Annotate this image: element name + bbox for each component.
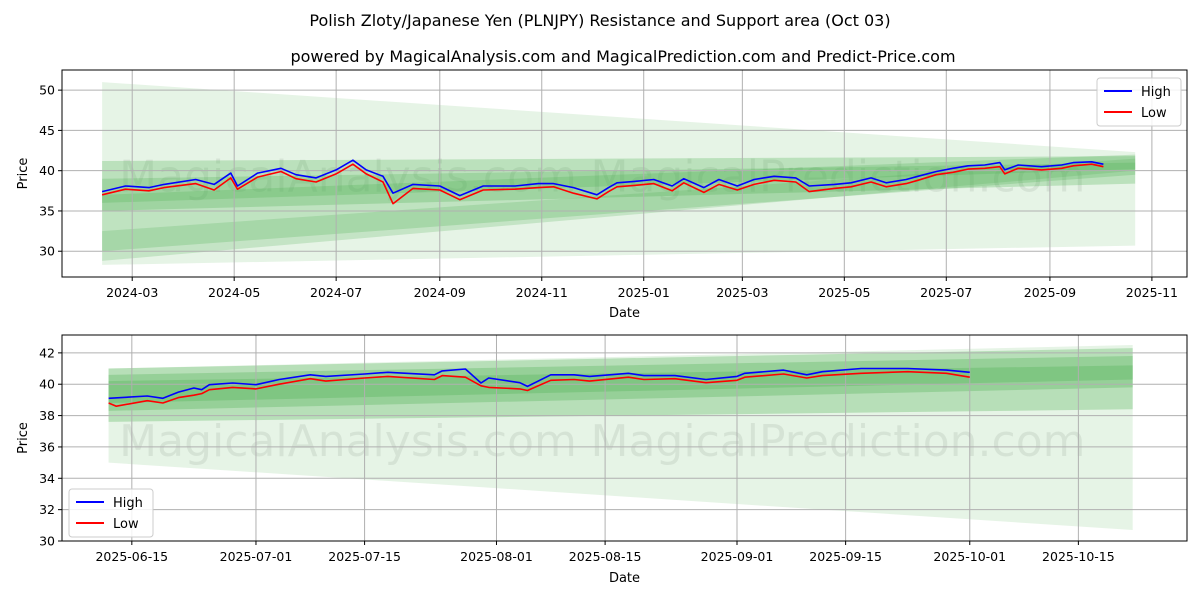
y-tick-label: 40 — [39, 377, 55, 392]
support-resistance-band — [102, 82, 1136, 265]
x-tick-label: 2025-07-15 — [328, 549, 401, 564]
top-chart-axes: MagicalAnalysis.com MagicalPrediction.com… — [16, 69, 1188, 321]
x-tick-label: 2025-09-01 — [701, 549, 774, 564]
legend: High Low — [68, 488, 154, 538]
x-tick-label: 2024-09 — [414, 285, 466, 300]
y-tick-label: 42 — [39, 345, 55, 360]
x-axis-label: Date — [609, 306, 640, 321]
y-tick-label: 36 — [39, 439, 55, 454]
axes-frame — [61, 334, 1188, 542]
x-tick-label: 2025-03 — [716, 285, 768, 300]
x-tick-label: 2025-08-01 — [460, 549, 533, 564]
y-tick-label: 30 — [39, 244, 55, 259]
series-line-high — [101, 159, 1104, 197]
chart-subtitle: powered by MagicalAnalysis.com and Magic… — [290, 47, 955, 66]
x-tick-label: 2025-09 — [1024, 285, 1076, 300]
series-line-low — [101, 163, 1104, 205]
x-tick-label: 2024-07 — [310, 285, 362, 300]
y-tick-label: 40 — [39, 163, 55, 178]
bottom-chart-axes: MagicalAnalysis.com MagicalPrediction.com… — [16, 334, 1188, 586]
watermark: MagicalAnalysis.com — [119, 416, 577, 467]
support-resistance-band — [102, 154, 1136, 252]
x-tick-label: 2025-10-01 — [933, 549, 1006, 564]
y-tick-label: 45 — [39, 123, 55, 138]
x-tick-label: 2025-07 — [920, 285, 972, 300]
x-tick-label: 2025-10-15 — [1042, 549, 1115, 564]
y-tick-label: 38 — [39, 408, 55, 423]
watermark: MagicalAnalysis.com — [119, 152, 577, 203]
x-tick-label: 2024-11 — [516, 285, 568, 300]
x-tick-label: 2025-07-01 — [220, 549, 293, 564]
y-tick-label: 30 — [39, 534, 55, 549]
y-axis-label: Price — [16, 422, 31, 454]
legend-label-low: Low — [113, 517, 139, 532]
y-tick-label: 32 — [39, 502, 55, 517]
x-tick-label: 2025-11 — [1126, 285, 1178, 300]
y-tick-label: 35 — [39, 203, 55, 218]
x-axis-label: Date — [609, 571, 640, 586]
x-tick-label: 2025-09-15 — [809, 549, 882, 564]
x-tick-label: 2025-06-15 — [95, 549, 168, 564]
y-tick-label: 50 — [39, 83, 55, 98]
chart-title: Polish Zloty/Japanese Yen (PLNJPY) Resis… — [309, 11, 890, 30]
series-line-high — [108, 367, 970, 400]
legend-label-high: High — [1141, 85, 1171, 100]
legend-label-low: Low — [1141, 106, 1167, 121]
y-axis-label: Price — [16, 158, 31, 190]
x-tick-label: 2024-03 — [106, 285, 158, 300]
series-line-low — [108, 370, 970, 408]
legend-label-high: High — [113, 496, 143, 511]
x-tick-label: 2025-05 — [818, 285, 870, 300]
watermark: MagicalPrediction.com — [591, 152, 1086, 203]
axes-frame — [61, 69, 1188, 278]
legend: High Low — [1096, 77, 1182, 127]
x-tick-label: 2024-05 — [208, 285, 260, 300]
y-tick-label: 34 — [39, 471, 55, 486]
x-tick-label: 2025-01 — [618, 285, 670, 300]
x-tick-label: 2025-08-15 — [569, 549, 642, 564]
watermark: MagicalPrediction.com — [591, 416, 1086, 467]
